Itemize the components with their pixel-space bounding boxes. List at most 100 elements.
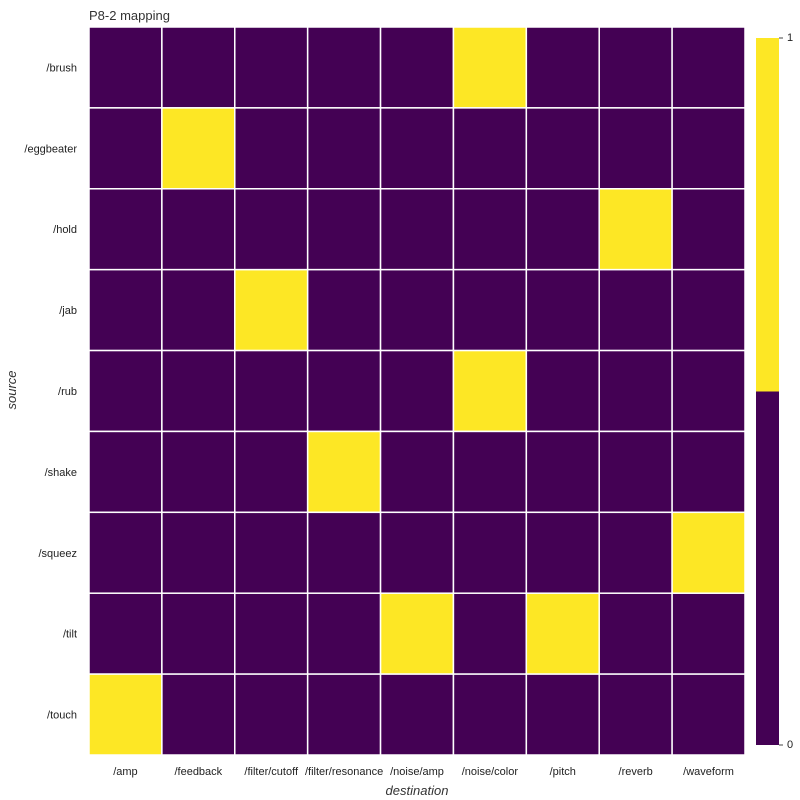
- heatmap-cell: [671, 188, 746, 271]
- heatmap-cell: [452, 268, 528, 352]
- heatmap-cell: [452, 511, 528, 594]
- heatmap-cell: [671, 511, 746, 594]
- heatmap-cell: [88, 107, 163, 190]
- y-tick-label: /shake: [45, 467, 77, 479]
- x-tick-label: /filter/resonance: [305, 766, 383, 778]
- x-tick-labels: /amp/feedback/filter/cutoff/filter/reson…: [113, 766, 734, 778]
- heatmap-cell: [598, 107, 673, 190]
- heatmap-cell: [88, 592, 163, 675]
- heatmap-cell: [598, 592, 673, 675]
- y-tick-label: /eggbeater: [24, 143, 77, 155]
- heatmap-cell: [379, 511, 455, 594]
- heatmap-cell: [88, 268, 163, 352]
- heatmap-cell: [452, 673, 528, 756]
- heatmap-cell: [452, 430, 528, 514]
- heatmap-cell: [161, 26, 236, 109]
- heatmap-cell: [306, 511, 382, 594]
- heatmap-cell: [306, 268, 382, 352]
- y-tick-label: /touch: [47, 710, 77, 722]
- heatmap-cell: [671, 107, 746, 190]
- heatmap-cell: [234, 511, 309, 594]
- colorbar-high-segment: [756, 38, 779, 392]
- x-tick-label: /feedback: [174, 766, 222, 778]
- heatmap-cell: [598, 673, 673, 756]
- heatmap-cell: [379, 107, 455, 190]
- y-tick-label: /tilt: [63, 629, 77, 641]
- x-tick-label: /amp: [113, 766, 137, 778]
- y-axis-label: source: [4, 370, 19, 409]
- heatmap-cell: [234, 673, 309, 756]
- x-tick-label: /noise/color: [462, 766, 519, 778]
- heatmap-cell: [525, 673, 600, 756]
- heatmap-cell: [379, 673, 455, 756]
- heatmap-cell: [234, 268, 309, 352]
- heatmap-cell: [598, 511, 673, 594]
- heatmap-cell: [161, 188, 236, 271]
- heatmap-cell: [306, 107, 382, 190]
- heatmap-cell: [306, 592, 382, 675]
- heatmap-cell: [161, 673, 236, 756]
- heatmap-cell: [234, 107, 309, 190]
- colorbar-min-label: 0: [787, 739, 793, 751]
- heatmap-cell: [234, 592, 309, 675]
- x-tick-label: /reverb: [619, 766, 653, 778]
- heatmap-cell: [525, 268, 600, 352]
- heatmap-cell: [452, 188, 528, 271]
- y-tick-label: /hold: [53, 224, 77, 236]
- colorbar-low-segment: [756, 391, 779, 745]
- heatmap-cell: [671, 430, 746, 514]
- x-tick-label: /filter/cutoff: [244, 766, 299, 778]
- heatmap-cell: [88, 26, 163, 109]
- heatmap-cell: [379, 592, 455, 675]
- x-axis-label: destination: [386, 783, 449, 798]
- heatmap-cell: [88, 673, 163, 756]
- heatmap-cell: [88, 188, 163, 271]
- heatmap-cell: [379, 349, 455, 433]
- heatmap-cell: [379, 268, 455, 352]
- heatmap-cell: [671, 26, 746, 109]
- heatmap-cell: [525, 188, 600, 271]
- heatmap-cell: [306, 26, 382, 109]
- heatmap-cell: [379, 188, 455, 271]
- heatmap-cell: [306, 349, 382, 433]
- heatmap-cell: [525, 430, 600, 514]
- heatmap-cell: [234, 188, 309, 271]
- x-tick-label: /noise/amp: [390, 766, 444, 778]
- heatmap-cell: [161, 268, 236, 352]
- heatmap-cell: [598, 188, 673, 271]
- colorbar: [756, 37, 783, 746]
- heatmap-cell: [598, 430, 673, 514]
- x-tick-label: /waveform: [683, 766, 734, 778]
- heatmap-cell: [452, 349, 528, 433]
- heatmap-cell: [671, 268, 746, 352]
- heatmap-cell: [161, 511, 236, 594]
- heatmap-cell: [306, 430, 382, 514]
- heatmap-cell: [234, 26, 309, 109]
- heatmap-cell: [671, 673, 746, 756]
- heatmap-cell: [671, 349, 746, 433]
- heatmap-cell: [525, 511, 600, 594]
- heatmap-cell: [161, 592, 236, 675]
- heatmap-cell: [88, 349, 163, 433]
- y-tick-labels: /brush/eggbeater/hold/jab/rub/shake/sque…: [24, 62, 77, 721]
- x-tick-label: /pitch: [550, 766, 576, 778]
- heatmap-cell: [452, 26, 528, 109]
- heatmap-cells: [88, 26, 746, 756]
- heatmap-cell: [671, 592, 746, 675]
- heatmap-cell: [525, 26, 600, 109]
- heatmap-cell: [88, 430, 163, 514]
- chart-title: P8-2 mapping: [89, 8, 170, 23]
- colorbar-max-label: 1: [787, 32, 793, 44]
- heatmap-cell: [452, 107, 528, 190]
- heatmap-cell: [452, 592, 528, 675]
- heatmap-cell: [306, 673, 382, 756]
- y-tick-label: /brush: [46, 62, 77, 74]
- heatmap-cell: [598, 26, 673, 109]
- y-tick-label: /squeez: [38, 548, 77, 560]
- heatmap-cell: [88, 511, 163, 594]
- heatmap-cell: [306, 188, 382, 271]
- heatmap-cell: [161, 430, 236, 514]
- heatmap-cell: [234, 349, 309, 433]
- heatmap-cell: [598, 349, 673, 433]
